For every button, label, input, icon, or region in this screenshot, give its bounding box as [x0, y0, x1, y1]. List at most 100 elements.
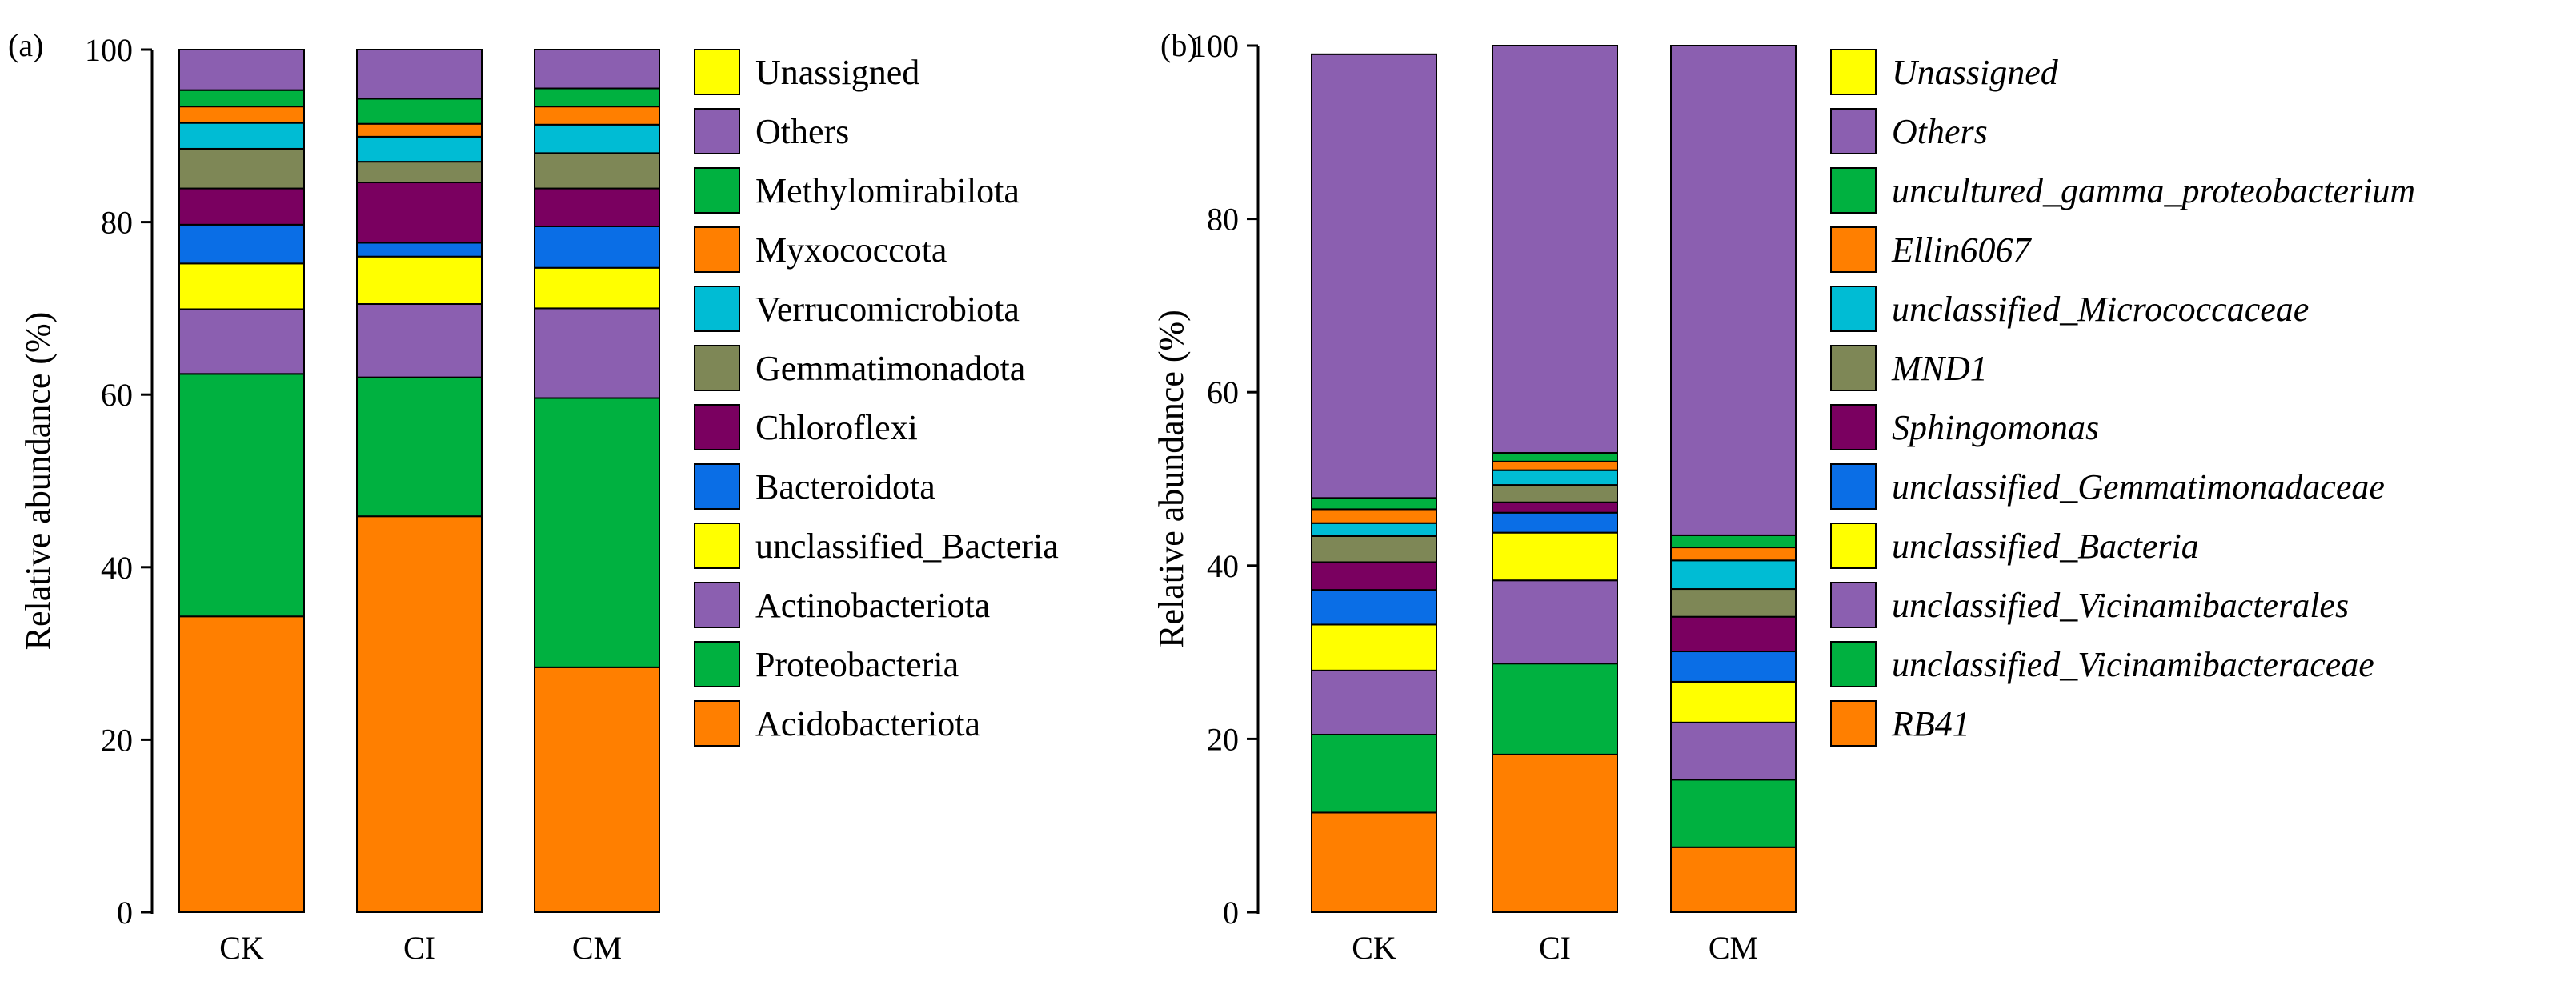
bar-segment — [1492, 45, 1618, 454]
bar-segment — [1670, 680, 1797, 723]
legend-swatch — [694, 641, 740, 687]
bar-segment — [1492, 511, 1618, 534]
bar-segment — [1492, 531, 1618, 582]
bar-segment — [1670, 547, 1797, 562]
bar-segment — [356, 255, 483, 306]
legend-swatch — [1830, 108, 1877, 154]
bar-ck — [178, 49, 305, 913]
x-tick-label: CK — [1352, 930, 1396, 966]
legend-label: Others — [755, 112, 849, 151]
bar-segment — [356, 161, 483, 184]
bar-segment — [178, 187, 305, 226]
bar-segment — [534, 152, 660, 190]
legend-swatch — [1830, 700, 1877, 747]
bar-segment — [534, 666, 660, 914]
bar-segment — [356, 182, 483, 244]
panel-a: (a) 0 20 40 60 80 100 Relative abundance (%) CK C… — [8, 27, 1059, 966]
bar-segment — [1492, 501, 1618, 514]
bar-segment — [356, 135, 483, 163]
legend-swatch — [694, 345, 740, 391]
bar-segment — [356, 303, 483, 378]
legend-label: unclassified_Micrococcaceae — [1892, 290, 2309, 329]
bar-cm — [534, 49, 660, 914]
legend-label: unclassified_Bacteria — [1892, 527, 2199, 566]
legend-label: unclassified_Gemmatimonadaceae — [1892, 467, 2385, 507]
legend-label: Unassigned — [755, 53, 919, 92]
legend-swatch — [1830, 345, 1877, 391]
legend-label: Actinobacteriota — [755, 586, 990, 625]
legend-label: Sphingomonas — [1892, 408, 2099, 447]
bar-ci — [356, 49, 483, 913]
bar-segment — [1492, 469, 1618, 486]
y-tick-label: 100 — [85, 32, 133, 68]
legend-label: unclassified_Bacteria — [755, 527, 1059, 566]
y-tick-label: 20 — [101, 722, 133, 758]
y-axis-title: Relative abundance (%) — [18, 312, 58, 651]
legend-swatch — [1830, 49, 1877, 95]
bar-segment — [1670, 846, 1797, 914]
legend: Unassigned Others Methylomirabilota Myxococ… — [694, 49, 1059, 747]
legend-swatch — [1830, 582, 1877, 628]
legend-label: unclassified_Vicinamibacteraceae — [1892, 645, 2374, 684]
bar-ck — [1311, 53, 1437, 914]
bar-segment — [1492, 663, 1618, 755]
bar-segment — [1492, 452, 1618, 462]
legend-swatch — [694, 167, 740, 214]
y-tick-label: 60 — [101, 377, 133, 413]
legend-label: Gemmatimonadota — [755, 349, 1025, 388]
bar-segment — [1311, 522, 1437, 537]
panel-label: (b) — [1160, 27, 1198, 63]
legend-swatch — [694, 582, 740, 628]
bar-segment — [356, 98, 483, 125]
bar-cm — [1670, 45, 1797, 914]
y-axis-title: Relative abundance (%) — [1152, 310, 1191, 648]
legend-swatch — [694, 226, 740, 273]
legend-swatch — [694, 404, 740, 450]
bar-segment — [1311, 811, 1437, 914]
bar-segment — [534, 397, 660, 668]
bar-segment — [356, 242, 483, 258]
legend-swatch — [1830, 523, 1877, 569]
bar-segment — [178, 223, 305, 265]
bar-segment — [1311, 497, 1437, 511]
legend-swatch — [1830, 641, 1877, 687]
legend-swatch — [694, 49, 740, 95]
legend-swatch — [1830, 286, 1877, 332]
bar-segment — [178, 106, 305, 124]
bar-segment — [178, 49, 305, 91]
bar-segment — [178, 308, 305, 375]
x-tick-label: CM — [1709, 930, 1758, 966]
bar-segment — [356, 376, 483, 518]
legend-label: Unassigned — [1892, 53, 2059, 92]
bar-ci — [1492, 45, 1618, 913]
bar-segment — [534, 106, 660, 126]
legend-swatch — [694, 463, 740, 510]
y-tick-label: 20 — [1207, 721, 1239, 757]
legend-label: uncultured_gamma_proteobacterium — [1892, 171, 2415, 210]
x-tick-label: CK — [219, 930, 264, 966]
x-tick-label: CI — [1539, 930, 1571, 966]
bar-segment — [1670, 721, 1797, 781]
bar-segment — [178, 147, 305, 190]
legend-label: RB41 — [1891, 704, 1970, 743]
x-tick-label: CM — [572, 930, 622, 966]
bar-segment — [1311, 589, 1437, 626]
legend-label: Proteobacteria — [755, 645, 959, 684]
y-tick-label: 0 — [1223, 895, 1239, 931]
legend-swatch — [694, 108, 740, 154]
bar-segment — [356, 122, 483, 138]
y-tick-label: 60 — [1207, 374, 1239, 410]
bar-segment — [356, 515, 483, 913]
legend-label: unclassified_Vicinamibacterales — [1892, 586, 2349, 625]
bar-segment — [356, 49, 483, 100]
panel-b: (b) 0 20 40 60 80 100 Relative abundance (%) CK C… — [1152, 27, 2415, 966]
legend-swatch — [694, 700, 740, 747]
bar-segment — [1311, 623, 1437, 671]
y-tick-label: 80 — [101, 205, 133, 241]
bar-segment — [1670, 45, 1797, 536]
y-tick-label: 0 — [117, 895, 133, 931]
bar-segment — [1670, 615, 1797, 653]
y-tick-label: 40 — [101, 550, 133, 586]
legend-label: MND1 — [1891, 349, 1988, 388]
legend-swatch — [694, 523, 740, 569]
